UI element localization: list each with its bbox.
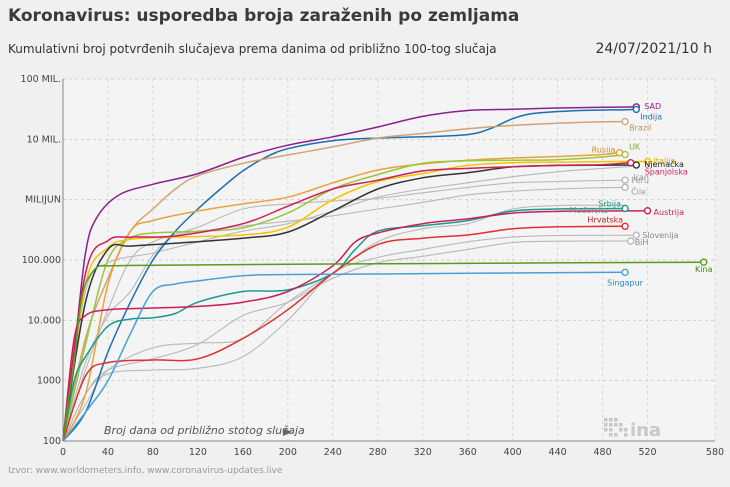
logo-dot [614, 433, 618, 437]
series-line-sad [62, 106, 637, 442]
x-tick-label: 0 [60, 447, 66, 458]
series-label-iran: Iran [633, 173, 649, 182]
series-marker-uk [621, 150, 629, 159]
series-line-iran [62, 165, 637, 442]
series-line-spanjolska [62, 161, 631, 442]
series-label-austrija: Austrija [654, 208, 685, 217]
x-tick-label: 400 [504, 447, 522, 458]
logo-dot [609, 428, 613, 432]
series-label-indija: Indija [640, 112, 662, 121]
series-marker-cile [621, 183, 629, 192]
logo-dot [609, 433, 613, 437]
series-marker-peru [621, 176, 629, 184]
x-tick-label: 580 [706, 447, 724, 458]
y-tick-label: 10.000 [28, 315, 61, 326]
logo-dot [604, 428, 608, 432]
date-stamp: 24/07/2021/10 h [595, 41, 712, 57]
series-line-srbija [62, 207, 626, 442]
series-marker-srbija [621, 204, 629, 213]
logo-dot [624, 428, 628, 432]
x-tick-label: 160 [234, 447, 252, 458]
series-label-brazil: Brazil [629, 124, 651, 133]
x-axis-label: Broj dana od približno stotog slučaja [104, 424, 305, 437]
x-tick-label: 240 [324, 447, 342, 458]
series-line-italija [62, 160, 648, 442]
series-marker-brazil [621, 117, 629, 126]
x-tick-label: 520 [638, 447, 656, 458]
series-label-spanjolska: Španjolska [645, 166, 688, 177]
source-note: Izvor: www.worldometers.info, www.corona… [8, 466, 283, 476]
series-line-hrvatska [62, 225, 626, 442]
logo-dot [624, 433, 628, 437]
series-marker-italija [643, 157, 652, 166]
series-label-uk: UK [629, 143, 641, 152]
logo-dot [604, 423, 608, 427]
logo-dot [609, 423, 613, 427]
series-label-singapur: Singapur [607, 278, 644, 287]
series-marker-slovenija [632, 231, 641, 239]
x-tick-label: 200 [279, 447, 297, 458]
series-marker-bih [626, 237, 635, 245]
series-label-njemacka: Njemačka [644, 159, 684, 169]
series-line-indija [62, 108, 637, 442]
series-label-cile: Čile [631, 185, 646, 196]
logo-dot [609, 418, 613, 422]
y-tick-label: 100 MIL. [21, 74, 61, 85]
series-line-austrija [62, 210, 648, 442]
arrow-right-icon [283, 428, 292, 436]
series-label-peru: Peru [631, 176, 649, 185]
series-marker-indija [632, 105, 641, 114]
series-label-italija: Italija [654, 157, 676, 166]
x-tick-label: 120 [189, 447, 207, 458]
series-marker-austrija [643, 207, 652, 215]
series-line-peru [62, 179, 626, 442]
series-label-slovenija: Slovenija [642, 231, 678, 240]
series-marker-spanjolska [626, 158, 635, 167]
y-tick-label: MILIJUN [25, 195, 61, 206]
logo-dot [614, 423, 618, 427]
y-tick-label: 100 [43, 436, 61, 447]
logo-text: ina [630, 420, 661, 441]
series-label-kina: Kina [695, 265, 713, 274]
series-label-sad: SAD [644, 102, 661, 111]
hina-logo: ina [604, 418, 661, 441]
series-label-bih: BiH [635, 238, 649, 247]
y-tick-label: 100.000 [22, 255, 61, 266]
series-line-singapur [62, 271, 626, 442]
series-label-rusija: Rusija [592, 146, 616, 155]
series-line-bih [62, 240, 631, 442]
chart-subtitle: Kumulativni broj potvrđenih slučajeva pr… [8, 42, 497, 56]
x-tick-label: 480 [594, 447, 612, 458]
logo-dot [604, 418, 608, 422]
series-label-srbija: Srbija [598, 199, 621, 208]
series-line-rusija [62, 151, 620, 442]
chart-title: Koronavirus: usporedba broja zaraženih p… [8, 6, 520, 26]
series-line-kina [62, 261, 704, 442]
series-label-hrvatska: Hrvatska [587, 215, 623, 224]
y-tick-label: 10 MIL. [27, 134, 61, 145]
x-tick-label: 320 [414, 447, 432, 458]
series-label-ma-arska: Mađarska [569, 206, 608, 215]
x-tick-label: 360 [459, 447, 477, 458]
series-marker-singapur [621, 268, 629, 277]
logo-dot [619, 423, 623, 427]
y-tick-label: 1000 [37, 376, 61, 387]
x-tick-label: 440 [549, 447, 567, 458]
series-marker-hrvatska [621, 222, 629, 230]
x-tick-label: 280 [369, 447, 387, 458]
series-marker-kina [700, 258, 708, 266]
logo-dot [614, 418, 618, 422]
x-tick-label: 40 [102, 447, 114, 458]
series-line-uk [62, 153, 626, 442]
x-tick-label: 80 [147, 447, 159, 458]
logo-dot [619, 428, 623, 432]
